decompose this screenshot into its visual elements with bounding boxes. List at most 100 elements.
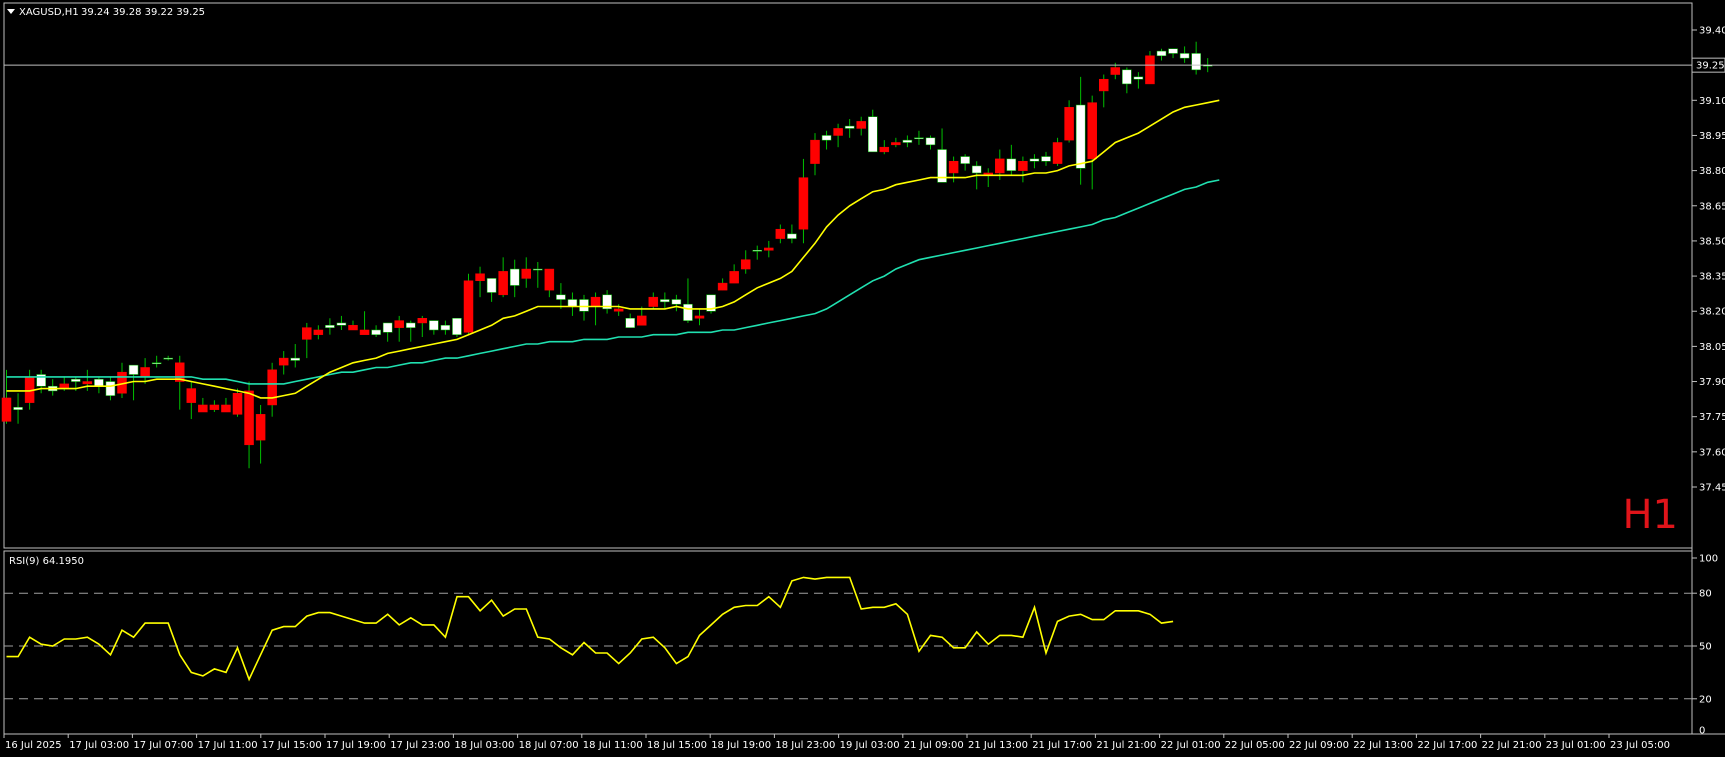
candle: [267, 362, 277, 417]
candle: [1075, 76, 1086, 185]
candle-body-bear: [255, 414, 266, 441]
candle: [891, 137, 901, 148]
candle-body-bear: [498, 271, 508, 296]
candle-body-bear: [232, 393, 243, 415]
candle-body-bear: [475, 273, 485, 282]
candle: [844, 119, 855, 138]
candle: [1087, 95, 1097, 190]
candle: [47, 379, 58, 396]
candle-body-bull: [336, 322, 347, 326]
candle-body-bear: [1099, 78, 1109, 92]
candle-body-bear: [810, 139, 820, 164]
candle: [313, 325, 324, 340]
chart-menu-triangle-icon[interactable]: [7, 9, 15, 14]
candle: [683, 278, 693, 323]
candle: [648, 292, 659, 309]
main-chart-frame: [3, 2, 1693, 549]
candle: [94, 376, 104, 394]
time-tick-label: 22 Jul 21:00: [1482, 740, 1542, 751]
candle-body-bear: [1145, 55, 1155, 85]
candle-body-bear: [348, 325, 358, 331]
time-tick-label: 22 Jul 17:00: [1417, 740, 1477, 751]
candle: [764, 240, 774, 258]
candle-body-bear: [186, 388, 197, 403]
candle: [336, 315, 347, 330]
candle: [960, 154, 970, 171]
candle: [914, 130, 924, 145]
candle: [1122, 67, 1132, 94]
candle: [948, 156, 959, 183]
time-tick-label: 17 Jul 03:00: [69, 740, 129, 751]
price-tick-label: 38.80: [1699, 166, 1725, 177]
candle: [856, 116, 866, 136]
time-tick-label: 18 Jul 23:00: [775, 740, 835, 751]
rsi-tick-label: 80: [1699, 589, 1712, 600]
candle: [394, 315, 404, 342]
candle-body-bull: [290, 357, 300, 361]
candle-body-bull: [1156, 50, 1167, 57]
candle-body-bull: [429, 320, 439, 331]
rsi-panel-frame: [3, 550, 1693, 735]
candle: [868, 109, 878, 153]
candle: [244, 381, 254, 469]
candle-body-bull: [1168, 48, 1178, 54]
candle-body-bear: [278, 357, 289, 366]
candle: [717, 278, 728, 291]
candle: [1191, 41, 1201, 75]
candle: [348, 320, 358, 331]
candle-body-bear: [463, 280, 474, 333]
candle-body-bull: [844, 125, 855, 129]
candle-body-bear: [267, 369, 277, 406]
time-tick-label: 18 Jul 19:00: [711, 740, 771, 751]
price-tick-label: 37.90: [1699, 377, 1725, 388]
time-tick-label: 18 Jul 11:00: [583, 740, 643, 751]
time-tick-label: 17 Jul 15:00: [262, 740, 322, 751]
candle-body-bull: [683, 303, 693, 321]
candle-body-bull: [752, 250, 762, 252]
candle-body-bear: [694, 315, 705, 319]
time-tick-label: 17 Jul 19:00: [326, 740, 386, 751]
time-tick-label: 16 Jul 2025: [5, 740, 62, 751]
time-tick-label: 17 Jul 23:00: [390, 740, 450, 751]
price-tick-label: 38.50: [1699, 236, 1725, 247]
candle: [1029, 154, 1040, 169]
candle-body-bull: [706, 294, 716, 312]
candle-body-bear: [1, 397, 12, 422]
candle-body-bull: [602, 294, 612, 310]
candle: [198, 397, 208, 413]
candle: [509, 259, 520, 298]
candle: [567, 292, 578, 316]
candle: [879, 140, 890, 155]
candle-body-bull: [914, 137, 924, 140]
candle: [13, 393, 23, 424]
candle-body-bull: [671, 299, 682, 305]
rsi-axis: 100 80 50 20 0: [1692, 554, 1718, 737]
time-tick-label: 21 Jul 17:00: [1032, 740, 1092, 751]
time-tick-label: 18 Jul 07:00: [519, 740, 579, 751]
candle: [579, 294, 589, 321]
candle-body-bear: [209, 404, 220, 410]
candle-body-bear: [833, 128, 843, 136]
candle: [660, 292, 670, 309]
candle: [117, 362, 127, 398]
candle-body-bear: [140, 367, 150, 378]
candle-body-bull: [660, 299, 670, 303]
ma-slow-line: [6, 179, 1220, 385]
time-tick-label: 21 Jul 13:00: [968, 740, 1028, 751]
candle-body-bull: [556, 294, 566, 300]
candle: [475, 266, 485, 298]
candle-body-bear: [313, 329, 324, 335]
candle-body-bull: [151, 362, 162, 365]
candle-body-bear: [729, 271, 739, 284]
candle-body-bear: [521, 268, 531, 279]
candle-body-bear: [1064, 107, 1074, 141]
candle-body-bear: [637, 315, 647, 326]
candle-body-bear: [1087, 102, 1097, 160]
current-price-label: 39.25: [1696, 61, 1725, 72]
candle-body-bull: [1122, 69, 1132, 85]
candle-body-bull: [567, 299, 578, 307]
candle-body-bull: [821, 135, 832, 141]
candle: [1006, 144, 1017, 176]
candle: [232, 388, 243, 417]
